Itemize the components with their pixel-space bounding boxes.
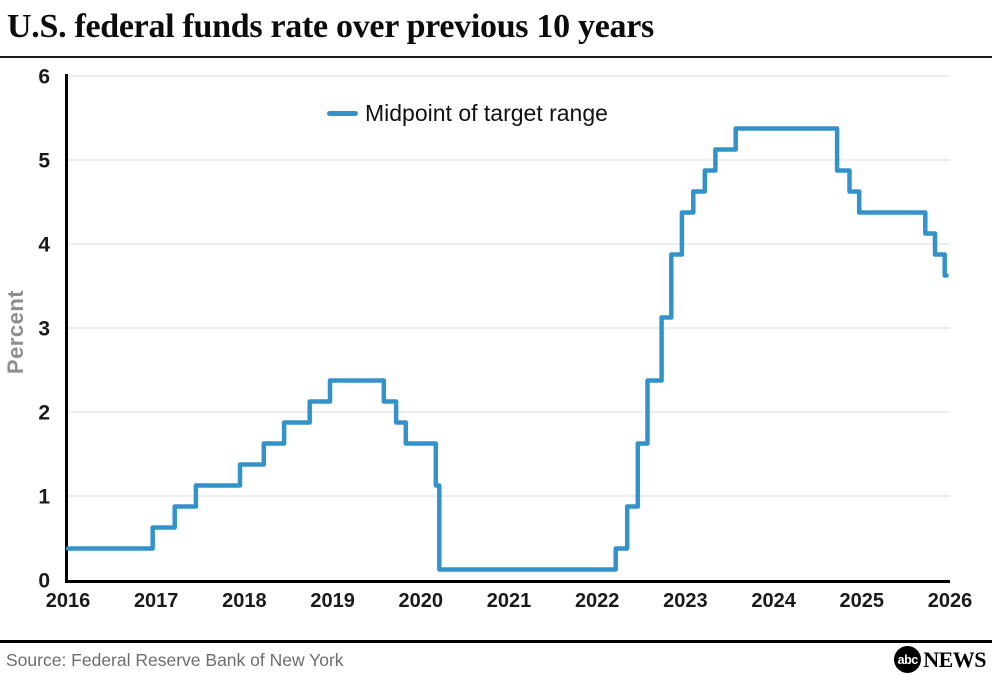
y-axis-label: Percent <box>3 289 28 375</box>
y-tick-label: 1 <box>38 486 50 509</box>
source-credit: Source: Federal Reserve Bank of New York <box>6 650 344 670</box>
x-tick-label: 2024 <box>751 590 796 612</box>
rate-step-line <box>65 126 949 572</box>
y-tick-label: 6 <box>38 66 50 89</box>
x-tick-label: 2016 <box>46 590 91 612</box>
x-tick-label: 2026 <box>928 590 973 612</box>
abc-logo-circle: abc <box>894 646 922 673</box>
footer-divider <box>0 640 992 643</box>
fed-funds-rate-chart: 0 1 2 3 4 5 6 2016 2017 2018 2019 2020 2021 2022 2023 2… <box>38 66 973 613</box>
x-tick-label: 2022 <box>575 590 620 612</box>
x-tick-label: 2020 <box>399 590 444 612</box>
news-logo-text: NEWS <box>923 646 986 672</box>
page-title: U.S. federal funds rate over previous 10… <box>7 8 654 45</box>
y-tick-label: 5 <box>38 150 50 173</box>
chart-legend: Midpoint of target range <box>327 100 608 127</box>
abc-logo-text: abc <box>897 652 919 667</box>
legend-label: Midpoint of target range <box>365 100 608 126</box>
legend-line-swatch <box>327 111 358 116</box>
title-divider <box>0 56 992 58</box>
y-tick-label: 2 <box>38 402 50 425</box>
y-tick-label: 3 <box>38 318 50 341</box>
y-tick-label: 0 <box>38 570 50 593</box>
x-tick-label: 2017 <box>134 590 179 612</box>
x-tick-label: 2025 <box>840 590 885 612</box>
x-tick-label: 2023 <box>663 590 708 612</box>
x-tick-label: 2019 <box>310 590 355 612</box>
y-tick-label: 4 <box>38 234 50 257</box>
abc-news-logo: abc NEWS <box>894 646 986 673</box>
x-tick-label: 2021 <box>487 590 532 612</box>
x-tick-label: 2018 <box>222 590 267 612</box>
